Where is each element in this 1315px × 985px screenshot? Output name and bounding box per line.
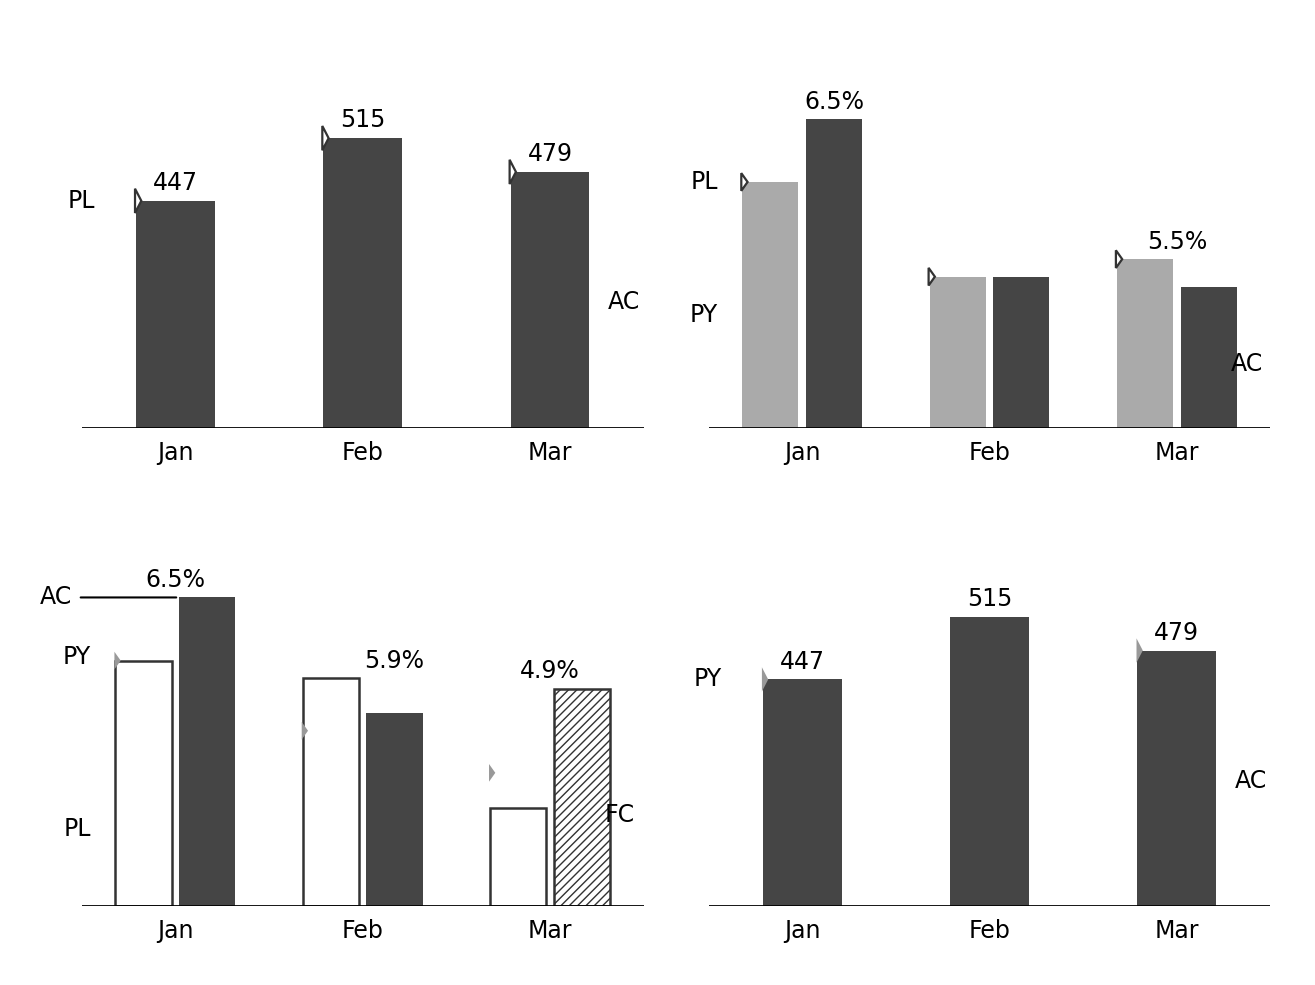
Bar	[367, 713, 422, 906]
Polygon shape	[761, 667, 768, 691]
Text: PY: PY	[63, 645, 91, 669]
Text: AC: AC	[608, 291, 640, 314]
Text: PY: PY	[690, 303, 718, 327]
Bar	[135, 201, 214, 427]
Text: 6.5%: 6.5%	[803, 90, 864, 113]
Bar	[116, 661, 171, 906]
Text: 5.9%: 5.9%	[364, 649, 425, 673]
Text: 4.9%: 4.9%	[519, 659, 580, 684]
Bar	[1137, 650, 1216, 906]
Text: AC: AC	[1235, 768, 1268, 793]
Bar	[951, 617, 1028, 906]
Text: PL: PL	[690, 170, 718, 194]
Bar	[490, 808, 546, 906]
Polygon shape	[1116, 250, 1122, 268]
Polygon shape	[322, 126, 329, 151]
Polygon shape	[114, 652, 121, 670]
Bar	[179, 598, 235, 906]
Polygon shape	[135, 189, 141, 213]
Polygon shape	[510, 160, 515, 184]
Bar	[742, 182, 798, 427]
Text: PY: PY	[693, 668, 722, 691]
Text: 447: 447	[780, 650, 825, 674]
Text: AC: AC	[1231, 353, 1264, 376]
Text: 515: 515	[967, 587, 1013, 611]
Polygon shape	[1136, 638, 1143, 663]
Polygon shape	[489, 764, 496, 782]
Text: PL: PL	[63, 817, 91, 841]
Text: PL: PL	[67, 189, 95, 213]
Bar	[302, 678, 359, 906]
Text: 447: 447	[153, 171, 197, 195]
Bar	[930, 277, 986, 427]
Polygon shape	[301, 722, 308, 740]
Text: AC: AC	[39, 585, 72, 610]
Bar	[323, 138, 402, 427]
Text: 6.5%: 6.5%	[145, 568, 205, 592]
Bar	[1181, 288, 1236, 427]
Polygon shape	[742, 173, 748, 191]
Text: 479: 479	[1155, 621, 1199, 645]
Bar	[763, 680, 842, 906]
Bar	[510, 172, 589, 427]
Text: 515: 515	[339, 108, 385, 132]
Bar	[806, 119, 863, 427]
Polygon shape	[928, 268, 935, 286]
Text: 479: 479	[527, 142, 572, 166]
Bar	[993, 277, 1049, 427]
Text: 5.5%: 5.5%	[1147, 230, 1207, 254]
Text: FC: FC	[604, 803, 634, 827]
Bar	[1116, 259, 1173, 427]
Bar	[554, 689, 610, 906]
